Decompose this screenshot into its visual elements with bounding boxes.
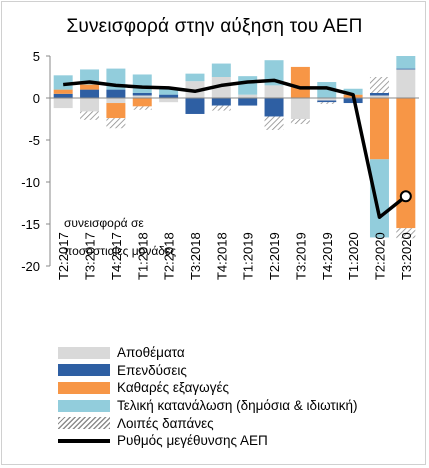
x-tick-label: Τ2:2017 xyxy=(56,232,71,280)
x-tick-label: Τ2:2019 xyxy=(267,232,282,280)
chart-title: Συνεισφορά στην αύξηση του ΑΕΠ xyxy=(66,16,363,37)
x-tick-label: Τ4:2018 xyxy=(214,232,229,280)
bar-segment xyxy=(211,77,231,98)
legend-label: Ρυθμός μεγέθυνσης ΑΕΠ xyxy=(117,433,268,449)
bar-segment xyxy=(238,98,258,106)
bar-segment xyxy=(159,87,179,95)
bar-segment xyxy=(290,98,310,119)
x-tick-label: Τ3:2020 xyxy=(399,232,414,280)
bar-segment xyxy=(396,56,416,69)
bar-segment xyxy=(396,98,416,229)
y-tick-label: -15 xyxy=(21,217,40,232)
legend-item: Καθαρές εξαγωγές xyxy=(58,379,358,397)
bar-segment xyxy=(106,89,126,98)
x-tick-label: Τ1:2020 xyxy=(346,232,361,280)
bar-segment xyxy=(264,116,284,130)
bar-segment xyxy=(132,106,152,110)
legend-swatch xyxy=(58,417,110,430)
gdp-growth-line xyxy=(63,78,407,220)
bar-segment xyxy=(53,75,73,90)
legend-label: Καθαρές εξαγωγές xyxy=(117,380,229,396)
bar-segment xyxy=(106,98,126,104)
y-axis-note-line-1: συνεισφορά σε xyxy=(64,216,144,230)
bar-segment xyxy=(159,98,179,103)
x-tick-label: Τ2:2020 xyxy=(372,232,387,280)
bar-segment xyxy=(396,69,416,98)
legend-label: Αποθέματα xyxy=(117,345,185,361)
legend-label: Επενδύσεις xyxy=(117,362,187,378)
legend-item: Αποθέματα xyxy=(58,344,358,362)
bar-segment xyxy=(80,89,100,98)
bar-segment xyxy=(80,84,100,90)
bar-segment xyxy=(369,159,389,238)
bar-segment xyxy=(317,102,337,104)
x-tick-label: Τ1:2019 xyxy=(241,232,256,280)
y-tick-label: 5 xyxy=(33,49,40,64)
legend-item: Ρυθμός μεγέθυνσης ΑΕΠ xyxy=(58,432,358,450)
legend-swatch xyxy=(58,381,110,394)
bar-segment xyxy=(369,77,389,93)
x-tick-label: Τ1:2018 xyxy=(135,232,150,280)
bar-segment xyxy=(396,228,416,239)
bar-segment xyxy=(53,89,73,94)
bar-segment xyxy=(317,100,337,103)
bar-segment xyxy=(185,98,205,114)
legend-label: Τελική κατανάλωση (δημόσια & ιδιωτική) xyxy=(117,398,358,414)
y-tick-label: -5 xyxy=(28,133,40,148)
bar-segment xyxy=(53,93,73,98)
bar-segment xyxy=(290,66,310,98)
y-tick-label: 0 xyxy=(33,91,40,106)
bar-segment xyxy=(132,95,152,98)
line-end-marker xyxy=(399,190,412,203)
legend-swatch xyxy=(58,364,110,377)
bar-segment xyxy=(238,76,258,95)
bar-segment xyxy=(396,68,416,70)
bar-segment xyxy=(132,74,152,93)
legend-label: Λοιπές δαπάνες xyxy=(117,415,214,431)
legend-swatch xyxy=(58,346,110,359)
legend: Αποθέματα Επενδύσεις Καθαρές εξαγωγές Τελικ… xyxy=(58,344,358,450)
y-tick-label: -10 xyxy=(21,175,40,190)
bar-segment xyxy=(132,92,152,96)
x-tick-label: Τ4:2017 xyxy=(109,232,124,280)
bar-segment xyxy=(211,98,231,106)
legend-item: Επενδύσεις xyxy=(58,362,358,380)
legend-swatch xyxy=(58,438,110,443)
bar-segment xyxy=(290,119,310,125)
y-tick-label: -20 xyxy=(21,259,40,274)
bar-segment xyxy=(80,98,100,112)
bar-segment xyxy=(185,73,205,82)
bar-segment xyxy=(238,94,258,98)
bar-segment xyxy=(369,92,389,96)
bar-segment xyxy=(369,98,389,160)
legend-item: Τελική κατανάλωση (δημόσια & ιδιωτική) xyxy=(58,397,358,415)
x-tick-label: Τ3:2019 xyxy=(293,232,308,280)
x-tick-label: Τ3:2018 xyxy=(188,232,203,280)
bar-segment xyxy=(159,94,179,98)
y-axis-note-line-2: ποσοστιαίες μονάδες xyxy=(64,244,176,258)
bar-segment xyxy=(132,98,152,107)
bar-segment xyxy=(317,82,337,98)
x-tick-label: Τ4:2019 xyxy=(320,232,335,280)
bar-segment xyxy=(106,118,126,129)
legend-item: Λοιπές δαπάνες xyxy=(58,414,358,432)
bar-segment xyxy=(53,98,73,109)
bar-segment xyxy=(343,88,363,95)
bar-segment xyxy=(264,85,284,98)
bar-segment xyxy=(211,63,231,77)
bar-segment xyxy=(106,103,126,119)
bar-segment xyxy=(264,98,284,117)
x-tick-label: Τ3:2017 xyxy=(83,232,98,280)
bar-segment xyxy=(369,95,389,98)
bar-segment xyxy=(317,98,337,101)
x-tick-label: Τ2:2018 xyxy=(162,232,177,280)
legend-swatch xyxy=(58,399,110,412)
bar-segment xyxy=(80,111,100,120)
bar-segment xyxy=(211,105,231,111)
